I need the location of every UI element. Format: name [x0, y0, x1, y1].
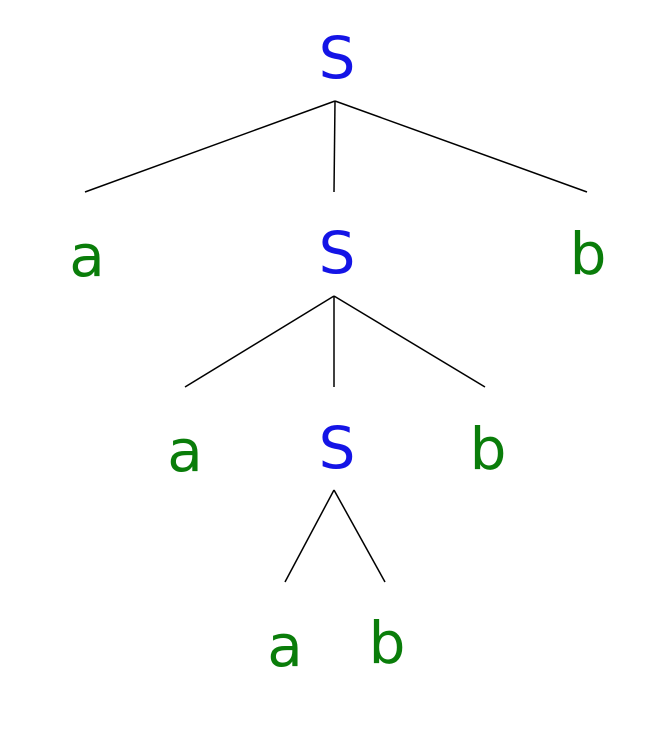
edge-s1-to-b	[333, 295, 486, 388]
edge-s2-to-a	[284, 489, 335, 583]
edge-s1-to-a	[184, 295, 335, 388]
level1-s-node: S	[318, 219, 356, 287]
level3-b-node: b	[368, 609, 406, 677]
level2-b-node: b	[469, 415, 507, 483]
edge-root-to-s	[333, 100, 336, 193]
level1-a-node: a	[69, 222, 105, 290]
edge-root-to-a	[84, 100, 336, 193]
level3-a-node: a	[267, 612, 303, 680]
root-s-node: S	[318, 24, 356, 92]
level2-s-node: S	[318, 414, 356, 482]
edge-s2-to-b	[333, 489, 386, 583]
level1-b-node: b	[569, 220, 607, 288]
level2-a-node: a	[167, 417, 203, 485]
edge-root-to-b	[334, 100, 588, 193]
